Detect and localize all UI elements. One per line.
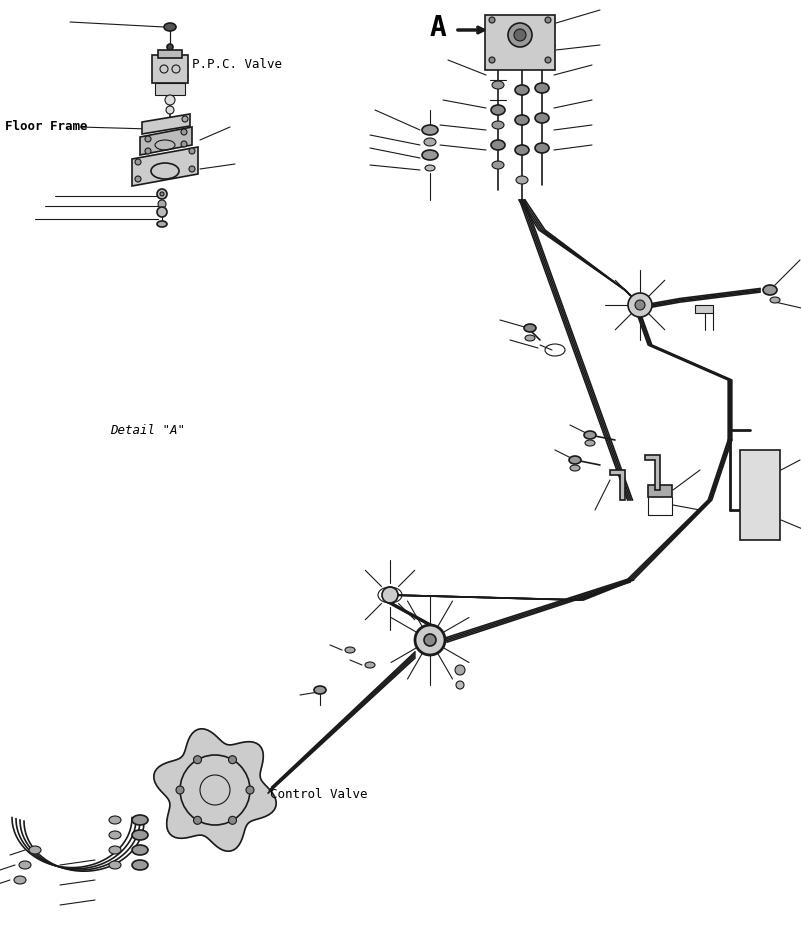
Ellipse shape xyxy=(515,115,529,125)
Circle shape xyxy=(194,816,202,825)
Circle shape xyxy=(166,106,174,114)
Bar xyxy=(485,15,555,70)
Ellipse shape xyxy=(132,830,148,840)
Circle shape xyxy=(415,625,445,655)
Circle shape xyxy=(167,44,173,50)
Circle shape xyxy=(145,136,151,142)
Circle shape xyxy=(456,681,464,689)
Ellipse shape xyxy=(164,23,176,31)
Circle shape xyxy=(228,816,236,825)
Ellipse shape xyxy=(515,85,529,95)
Ellipse shape xyxy=(132,815,148,825)
Circle shape xyxy=(545,17,551,23)
Circle shape xyxy=(545,57,551,63)
Circle shape xyxy=(145,148,151,154)
Circle shape xyxy=(246,786,254,794)
Circle shape xyxy=(489,17,495,23)
Ellipse shape xyxy=(535,143,549,153)
Ellipse shape xyxy=(763,285,777,295)
Polygon shape xyxy=(132,147,198,186)
Circle shape xyxy=(455,665,465,675)
Ellipse shape xyxy=(491,105,505,115)
Circle shape xyxy=(189,148,195,154)
Bar xyxy=(155,83,185,95)
Circle shape xyxy=(181,141,187,147)
Ellipse shape xyxy=(422,125,438,135)
Bar xyxy=(152,55,188,83)
Polygon shape xyxy=(142,114,190,134)
Circle shape xyxy=(157,207,167,217)
Ellipse shape xyxy=(109,846,121,854)
Ellipse shape xyxy=(425,165,435,171)
Text: Floor Frame: Floor Frame xyxy=(5,120,87,134)
Circle shape xyxy=(424,634,436,646)
Ellipse shape xyxy=(525,335,535,341)
Ellipse shape xyxy=(157,221,167,227)
Circle shape xyxy=(176,786,184,794)
Circle shape xyxy=(135,159,141,165)
Ellipse shape xyxy=(132,860,148,870)
Ellipse shape xyxy=(345,647,355,653)
Ellipse shape xyxy=(585,440,595,446)
Circle shape xyxy=(228,756,236,764)
Bar xyxy=(648,485,672,497)
Ellipse shape xyxy=(19,861,31,869)
Circle shape xyxy=(194,756,202,764)
Ellipse shape xyxy=(29,846,41,854)
Ellipse shape xyxy=(516,176,528,184)
Ellipse shape xyxy=(132,845,148,855)
Circle shape xyxy=(189,166,195,172)
Ellipse shape xyxy=(109,831,121,839)
Ellipse shape xyxy=(14,876,26,884)
Ellipse shape xyxy=(569,456,581,464)
Circle shape xyxy=(165,95,175,105)
Ellipse shape xyxy=(492,121,504,129)
Ellipse shape xyxy=(535,83,549,93)
Circle shape xyxy=(181,129,187,135)
Circle shape xyxy=(160,192,164,196)
Circle shape xyxy=(508,23,532,47)
Ellipse shape xyxy=(524,324,536,332)
Ellipse shape xyxy=(770,297,780,303)
Circle shape xyxy=(182,116,188,122)
Ellipse shape xyxy=(109,816,121,824)
Bar xyxy=(695,305,713,313)
Ellipse shape xyxy=(492,81,504,89)
Polygon shape xyxy=(154,729,276,851)
Bar xyxy=(158,50,182,58)
Text: Detail "A": Detail "A" xyxy=(110,423,185,436)
Circle shape xyxy=(628,293,652,317)
Ellipse shape xyxy=(314,686,326,694)
Circle shape xyxy=(382,587,398,603)
Bar xyxy=(740,450,780,540)
Polygon shape xyxy=(140,127,192,155)
Circle shape xyxy=(135,176,141,182)
Circle shape xyxy=(514,29,526,41)
Ellipse shape xyxy=(535,113,549,123)
Ellipse shape xyxy=(584,431,596,439)
Ellipse shape xyxy=(109,861,121,869)
Polygon shape xyxy=(610,470,625,500)
Ellipse shape xyxy=(570,465,580,471)
Text: A: A xyxy=(430,14,447,42)
Circle shape xyxy=(157,189,167,199)
Text: Control Valve: Control Valve xyxy=(270,788,368,801)
Ellipse shape xyxy=(422,150,438,160)
Ellipse shape xyxy=(515,145,529,155)
Circle shape xyxy=(635,300,645,310)
Ellipse shape xyxy=(365,662,375,668)
Polygon shape xyxy=(645,455,660,490)
Ellipse shape xyxy=(492,161,504,169)
Text: P.P.C. Valve: P.P.C. Valve xyxy=(192,59,282,72)
Ellipse shape xyxy=(424,138,436,146)
Circle shape xyxy=(158,200,166,208)
Circle shape xyxy=(489,57,495,63)
Ellipse shape xyxy=(491,140,505,150)
